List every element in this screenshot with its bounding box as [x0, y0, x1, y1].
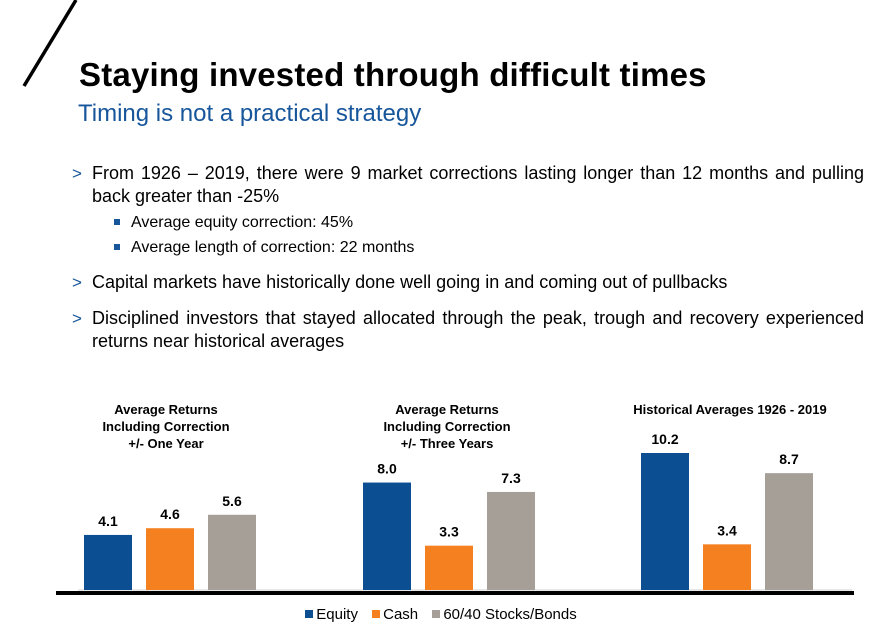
legend-label: 60/40 Stocks/Bonds	[443, 606, 577, 623]
group-label: Including Correction	[102, 419, 229, 434]
legend-label: Cash	[383, 606, 419, 623]
bar-equity	[84, 534, 132, 590]
group-label: +/- One Year	[128, 436, 203, 451]
square-bullet-icon	[114, 244, 120, 250]
data-label: 4.6	[160, 506, 180, 522]
bullet-text: Capital markets have historically done w…	[92, 272, 728, 292]
sub-bullet-text: Average length of correction: 22 months	[131, 239, 415, 256]
legend-label: Equity	[316, 606, 358, 623]
bullet-text: Disciplined investors that stayed alloca…	[92, 308, 864, 351]
bullet-item: > Capital markets have historically done…	[72, 271, 864, 294]
group-label: Average Returns	[395, 402, 499, 417]
legend-item-stocks-bonds: 60/40 Stocks/Bonds	[432, 606, 577, 623]
group-label: Historical Averages 1926 - 2019	[633, 402, 826, 417]
legend-item-cash: Cash	[372, 606, 418, 623]
bullet-marker: >	[72, 309, 82, 328]
returns-bar-chart: 4.1 8.0 10.2 4.6 3.3 3.4 5.6 7.3 8.7 Average Retu…	[56, 402, 854, 595]
axis-bar	[56, 591, 854, 595]
bullet-marker: >	[72, 273, 82, 292]
legend-swatch-cash	[372, 610, 381, 618]
sub-bullet-item: Average length of correction: 22 months	[92, 238, 864, 258]
legend-item-equity: Equity	[305, 606, 358, 623]
data-label: 3.3	[439, 524, 459, 540]
sub-bullet-item: Average equity correction: 45%	[92, 213, 864, 233]
data-label: 4.1	[98, 513, 118, 529]
bar-equity	[641, 453, 689, 590]
bar-stocks-bonds	[208, 514, 256, 590]
bar-stocks-bonds	[487, 491, 535, 590]
bullet-list: > From 1926 – 2019, there were 9 market …	[72, 162, 864, 359]
data-label: 8.0	[377, 461, 397, 477]
data-label: 8.7	[779, 451, 799, 467]
data-label: 5.6	[222, 493, 242, 509]
square-bullet-icon	[114, 219, 120, 225]
bullet-text: From 1926 – 2019, there were 9 market co…	[92, 163, 864, 206]
legend-swatch-stocks-bonds	[432, 610, 441, 618]
bar-cash	[425, 545, 473, 590]
legend-swatch-equity	[305, 610, 314, 618]
bullet-marker: >	[72, 164, 82, 183]
bar-cash	[703, 544, 751, 590]
group-label: Average Returns	[114, 402, 218, 417]
bar-equity	[363, 482, 411, 590]
data-label: 3.4	[717, 522, 737, 538]
page-title: Staying invested through difficult times	[79, 56, 707, 93]
group-label: +/- Three Years	[401, 436, 494, 451]
group-label: Including Correction	[383, 419, 510, 434]
bullet-item: > Disciplined investors that stayed allo…	[72, 307, 864, 353]
chart-legend: Equity Cash 60/40 Stocks/Bonds	[0, 606, 882, 623]
data-label: 7.3	[501, 470, 521, 486]
decorative-slash	[22, 0, 78, 87]
bar-stocks-bonds	[765, 473, 813, 590]
data-label: 10.2	[651, 431, 678, 447]
sub-bullet-text: Average equity correction: 45%	[131, 214, 354, 231]
bullet-item: > From 1926 – 2019, there were 9 market …	[72, 162, 864, 258]
bar-cash	[146, 528, 194, 590]
page-subtitle: Timing is not a practical strategy	[78, 100, 422, 127]
